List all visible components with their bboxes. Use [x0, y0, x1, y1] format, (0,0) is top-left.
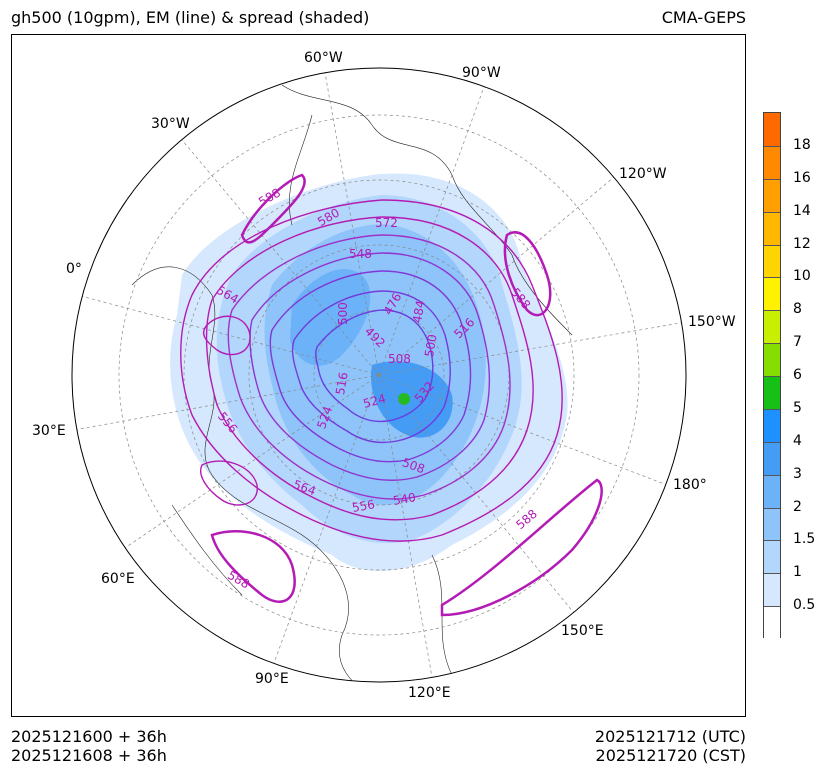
contour-label: 556: [351, 497, 376, 515]
height-contours: [180, 173, 603, 617]
colorbar-segment: [764, 408, 780, 442]
lon-label: 60°W: [304, 50, 343, 66]
globe-boundary: [71, 67, 687, 683]
lon-label: 90°E: [255, 671, 289, 687]
lon-label: 120°E: [408, 685, 451, 701]
colorbar-tick-label: 5: [793, 399, 802, 416]
contour-label: 484: [410, 299, 428, 324]
colorbar-tick-label: 18: [793, 136, 811, 153]
colorbar-segment: [764, 507, 780, 541]
colorbar-tick-label: 2: [793, 498, 802, 515]
contour-588-a: [240, 173, 306, 244]
colorbar-tick-label: 6: [793, 367, 802, 383]
colorbar-segment: [764, 343, 780, 376]
colorbar-segment: [764, 244, 780, 278]
contour-label: 588: [513, 507, 540, 532]
init-time-cst: 2025121608 + 36h: [11, 746, 167, 765]
lon-label: 120°W: [619, 166, 667, 182]
contour-label: 524: [362, 391, 388, 410]
lon-label: 150°W: [688, 314, 736, 330]
valid-time: 2025121712 (UTC) 2025121720 (CST): [595, 727, 746, 765]
colorbar-segment: [764, 376, 780, 409]
colorbar-tick-label: 0.5: [793, 597, 816, 614]
colorbar-segment: [764, 474, 780, 508]
contour-588-b: [503, 231, 552, 317]
contour-label: 540: [392, 490, 417, 508]
lon-label: 150°E: [561, 623, 604, 639]
init-time-utc: 2025121600 + 36h: [11, 727, 167, 746]
contour-label: 516: [333, 371, 351, 396]
lon-label: 30°W: [151, 116, 190, 132]
longitude-labels: 60°W 90°W 30°W 120°W 0° 150°W 30°E 180° …: [32, 50, 736, 701]
contour-label: 548: [349, 247, 372, 261]
polar-map: 588 580 572 548 564 500 476 484 516 492 …: [32, 50, 736, 701]
colorbar-tick-label: 14: [793, 202, 811, 219]
colorbar-tick-label: 1.5: [793, 531, 816, 548]
contour-label: 588: [225, 568, 252, 592]
lon-label: 0°: [66, 261, 82, 277]
colorbar-tick-label: 7: [793, 334, 802, 351]
colorbar-tick-label: 3: [793, 465, 802, 482]
colorbar-segment: [764, 211, 780, 245]
colorbar-tick-label: 1: [793, 564, 802, 581]
colorbar-segment: [764, 277, 780, 311]
contour-label: 508: [388, 352, 411, 366]
model-name: CMA-GEPS: [661, 8, 746, 27]
valid-time-cst: 2025121720 (CST): [595, 746, 746, 765]
map-panel: 588 580 572 548 564 500 476 484 516 492 …: [11, 34, 746, 717]
colorbar-segment: [764, 540, 780, 574]
lon-label: 180°: [673, 477, 707, 493]
colorbar-segment: [764, 145, 780, 179]
graticule: [73, 72, 686, 678]
contour-label: 500: [336, 302, 350, 325]
colorbar-tick-label: 12: [793, 235, 811, 252]
colorbar-tick-label: 10: [793, 268, 811, 285]
colorbar-tick-label: 4: [793, 432, 802, 449]
colorbar: [763, 112, 781, 639]
init-time: 2025121600 + 36h 2025121608 + 36h: [11, 727, 167, 765]
lon-label: 60°E: [101, 571, 135, 587]
valid-time-utc: 2025121712 (UTC): [594, 727, 746, 746]
colorbar-segment: [764, 441, 780, 475]
contour-588-d: [210, 530, 296, 603]
lon-label: 30°E: [32, 423, 66, 439]
spread-max-marker: [398, 393, 410, 405]
contour-588-c: [440, 478, 603, 617]
colorbar-segment: [764, 606, 780, 639]
colorbar-segment: [764, 310, 780, 344]
contour-label: 572: [375, 216, 398, 230]
lon-label: 90°W: [462, 65, 501, 81]
colorbar-tick-label: 16: [793, 169, 811, 186]
colorbar-segment: [764, 573, 780, 607]
colorbar-segment: [764, 113, 780, 146]
chart-title: gh500 (10gpm), EM (line) & spread (shade…: [11, 8, 370, 27]
colorbar-segment: [764, 178, 780, 212]
colorbar-tick-label: 8: [793, 301, 802, 318]
contour-label: 500: [422, 333, 440, 358]
